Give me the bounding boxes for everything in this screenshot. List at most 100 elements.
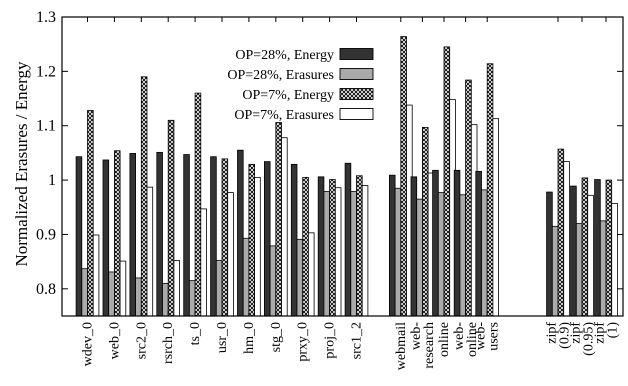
x-tick-label: web_0 [107, 322, 122, 359]
y-tick-label: 1 [48, 172, 56, 189]
bar-2-15 [459, 194, 466, 317]
bar-2-8 [269, 245, 277, 317]
bar-4-7 [254, 176, 261, 317]
x-tick-label: stg_0 [269, 322, 284, 352]
bar-3-16 [486, 63, 494, 317]
bar-4-1 [92, 234, 100, 317]
plot-frame [61, 16, 624, 317]
x-tick-label: rsrch_0 [161, 322, 176, 364]
x-tick-label: wdev_0 [81, 322, 96, 366]
legend-label-2: OP=28%, Erasures [227, 68, 334, 83]
bar-4-6 [227, 192, 234, 317]
bar-1-19 [594, 179, 601, 317]
bar-1-3 [129, 153, 136, 317]
bar-1-5 [183, 154, 190, 317]
bar-3-6 [221, 158, 229, 317]
legend: OP=28%, Energy OP=28%, Erasures OP=7%, Ene… [227, 48, 374, 123]
legend-swatch-1 [339, 48, 374, 60]
x-tick-label: ts_0 [188, 322, 203, 345]
bar-3-17 [557, 148, 565, 317]
x-tick-label: (1) [606, 322, 621, 339]
bar-3-3 [140, 76, 148, 317]
bar-2-7 [242, 237, 250, 317]
legend-label-3: OP=7%, Energy [242, 88, 334, 103]
bar-1-9 [290, 163, 298, 317]
bar-2-12 [394, 187, 402, 317]
bar-1-2 [102, 159, 110, 317]
x-tick-label: hm_0 [242, 322, 257, 354]
plot-border [61, 16, 624, 317]
x-tick-label: src2_0 [134, 322, 149, 359]
x-tick-label: zipf [545, 322, 560, 344]
y-tick-label: 1.1 [36, 118, 56, 135]
bar-1-8 [263, 161, 271, 317]
bar-2-4 [162, 282, 169, 317]
bar-3-9 [302, 176, 309, 317]
bar-3-5 [194, 92, 202, 317]
bar-4-9 [307, 232, 315, 317]
bar-2-2 [108, 271, 115, 317]
bar-3-14 [443, 46, 451, 317]
bar-3-10 [329, 179, 336, 317]
x-tick-label: web- [474, 322, 489, 350]
legend-label-1: OP=28%, Energy [235, 48, 334, 63]
bar-2-18 [575, 223, 583, 317]
x-axis-ticks: wdev_0 web_0 src2_0 rsrch_0 ts_0 usr_0 hm_0 stg… [81, 17, 621, 370]
bar-2-17 [551, 225, 559, 317]
legend-swatch-4 [339, 108, 374, 120]
x-tick-label: webmail [394, 322, 409, 370]
legend-swatch-2 [339, 68, 374, 80]
bar-2-13 [416, 198, 423, 317]
bar-1-12 [388, 174, 396, 317]
y-tick-label: 1.2 [36, 63, 56, 80]
bar-3-7 [248, 163, 255, 317]
x-tick-label: research [422, 322, 437, 369]
bar-3-8 [275, 122, 282, 317]
bar-3-12 [400, 36, 407, 317]
x-tick-label: src1_2 [350, 322, 365, 359]
bar-1-1 [75, 156, 83, 317]
bar-1-4 [156, 151, 163, 317]
bar-4-3 [146, 186, 154, 317]
x-tick-label: zipf [569, 322, 584, 344]
x-tick-label: zipf [593, 322, 608, 344]
x-tick-label: usr_0 [215, 322, 230, 353]
bar-2-3 [135, 277, 142, 317]
bar-4-19 [611, 203, 618, 317]
y-tick-label: 0.8 [36, 281, 56, 298]
bar-4-11 [361, 185, 369, 317]
x-tick-label: (0.95) [582, 322, 597, 356]
bar-4-17 [563, 161, 570, 317]
bar-2-9 [296, 238, 304, 317]
bar-3-13 [421, 126, 429, 317]
bar-1-11 [344, 162, 352, 317]
bar-1-15 [453, 169, 461, 317]
legend-swatch-3 [339, 88, 374, 100]
bar-1-17 [546, 191, 553, 317]
bar-1-14 [432, 169, 439, 317]
bar-1-13 [410, 176, 418, 317]
x-tick-label: prxy_0 [296, 322, 311, 362]
bar-3-1 [87, 110, 94, 317]
bar-2-14 [437, 192, 445, 317]
bar-4-4 [173, 260, 180, 317]
bar-3-11 [356, 175, 363, 317]
bar-2-11 [350, 191, 357, 317]
bar-2-6 [215, 260, 223, 317]
x-tick-label: proj_0 [323, 322, 338, 359]
bar-2-16 [481, 189, 488, 317]
bar-4-5 [200, 208, 207, 317]
y-axis-ticks: 0.8 0.9 1 1.1 1.2 1.3 [36, 9, 623, 298]
x-tick-label: online [437, 322, 452, 357]
x-tick-label: (0.9) [558, 322, 573, 349]
bar-1-10 [317, 176, 325, 317]
bar-1-16 [475, 170, 482, 317]
bar-3-15 [465, 79, 472, 317]
y-tick-label: 0.9 [36, 226, 56, 243]
bar-1-18 [570, 185, 577, 317]
x-tick-label: web- [452, 322, 467, 350]
bar-4-10 [334, 187, 342, 317]
x-tick-label: users [487, 322, 502, 351]
bar-3-2 [114, 150, 121, 317]
